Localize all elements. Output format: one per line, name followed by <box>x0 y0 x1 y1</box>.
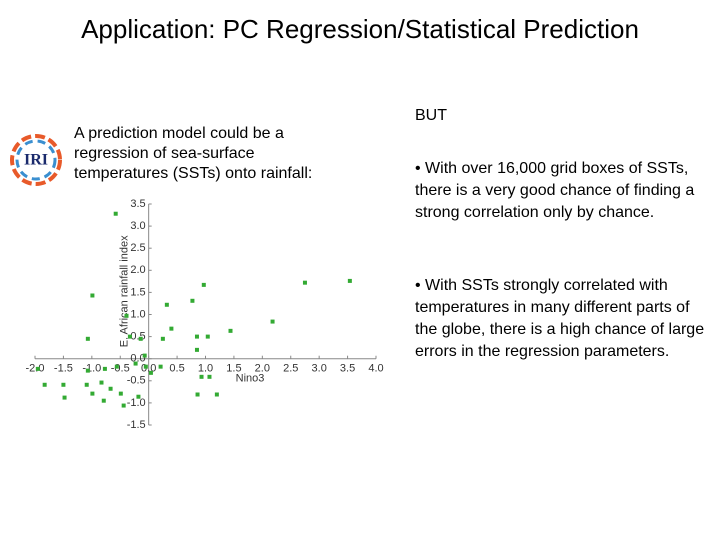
point <box>194 347 199 352</box>
x-tick-label: -0.5 <box>111 363 130 375</box>
y-tick-label: -1.5 <box>127 419 146 431</box>
point <box>199 374 204 379</box>
x-tick-label: -2.0 <box>26 363 45 375</box>
x-tick-label: 1.0 <box>198 363 213 375</box>
x-tick-label: -1.5 <box>54 363 73 375</box>
point <box>158 364 163 369</box>
point <box>142 353 147 358</box>
point <box>214 392 219 397</box>
point <box>113 211 118 216</box>
y-tick-label: 1.5 <box>130 286 145 298</box>
logo-text: IRI <box>24 152 48 169</box>
point <box>99 380 104 385</box>
point <box>302 280 307 285</box>
x-tick-label: -1.0 <box>82 363 101 375</box>
x-tick-label: 3.5 <box>340 363 355 375</box>
point <box>118 391 123 396</box>
point <box>62 395 67 400</box>
point <box>127 334 132 339</box>
point <box>102 366 107 371</box>
y-tick-label: -0.5 <box>127 375 146 387</box>
point <box>190 298 195 303</box>
y-axis-label: E. African rainfall index <box>119 235 131 347</box>
point <box>85 336 90 341</box>
y-tick-label: 3.5 <box>130 198 145 210</box>
point <box>164 302 169 307</box>
point <box>124 313 129 318</box>
point <box>160 336 165 341</box>
y-tick-label: 1.0 <box>130 308 145 320</box>
point <box>114 364 119 369</box>
left-text: A prediction model could be a regression… <box>74 125 313 182</box>
point <box>136 394 141 399</box>
point <box>205 334 210 339</box>
point <box>90 391 95 396</box>
point <box>101 398 106 403</box>
point <box>35 366 40 371</box>
point <box>148 370 153 375</box>
point <box>133 361 138 366</box>
bullet: • With over 16,000 grid boxes of SSTs, t… <box>415 160 695 221</box>
point <box>169 326 174 331</box>
point <box>201 282 206 287</box>
x-tick-label: 1.5 <box>226 363 241 375</box>
point <box>84 382 89 387</box>
point <box>61 382 66 387</box>
point <box>347 278 352 283</box>
x-tick-label: 3.0 <box>312 363 327 375</box>
point <box>121 403 126 408</box>
x-tick-label: 2.5 <box>283 363 298 375</box>
right-heading: BUT <box>415 107 447 124</box>
point <box>194 334 199 339</box>
logo: IRI <box>10 134 62 186</box>
bullet: • With SSTs strongly correlated with tem… <box>415 277 705 360</box>
x-tick-label: 4.0 <box>368 363 383 375</box>
x-tick-label: 2.0 <box>255 363 270 375</box>
y-tick-label: 0.5 <box>130 331 145 343</box>
x-axis-label: Nino3 <box>236 373 265 385</box>
x-tick-label: 0.5 <box>169 363 184 375</box>
y-tick-label: -1.0 <box>127 397 146 409</box>
point <box>207 374 212 379</box>
point <box>85 368 90 373</box>
y-tick-label: 2.5 <box>130 242 145 254</box>
point <box>90 293 95 298</box>
y-tick-label: 3.0 <box>130 220 145 232</box>
scatter-chart: -2.0 -1.5 -1.0 -0.5 0.0 0.5 1.0 1.5 2.0 2.5 3.0 3.5… <box>26 198 384 431</box>
point <box>42 382 47 387</box>
point <box>195 392 200 397</box>
slide-title: Application: PC Regression/Statistical P… <box>81 14 639 44</box>
point <box>228 328 233 333</box>
point <box>108 386 113 391</box>
point <box>270 319 275 324</box>
point <box>143 364 148 369</box>
y-tick-label: 2.0 <box>130 264 145 276</box>
point <box>138 336 143 341</box>
